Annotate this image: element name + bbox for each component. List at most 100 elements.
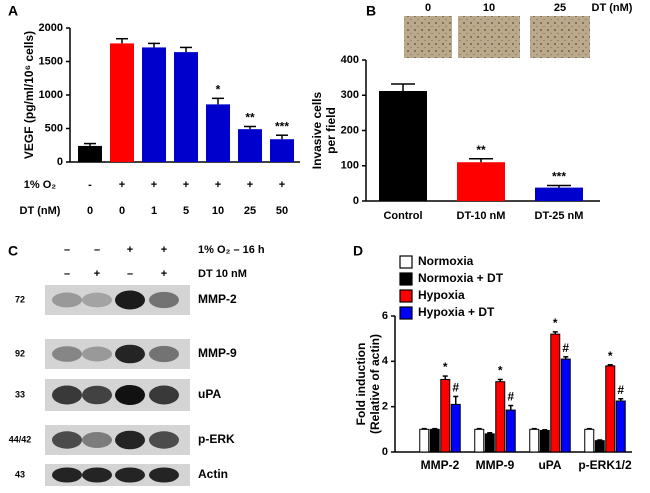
legend-label: Normoxia [418,254,474,268]
protein-name: uPA [198,387,221,401]
y-tick-label: 2 [382,401,388,413]
condition-value: + [127,244,133,256]
bar [457,162,505,201]
significance-label: * [443,360,448,374]
bar [110,43,134,162]
y-tick-label: 0 [353,195,359,207]
legend-swatch [399,306,413,320]
significance-label: ** [245,111,255,125]
legend-swatch [399,255,413,269]
molecular-weight: 44/42 [9,434,32,444]
bar [484,433,495,453]
y-tick-label: 400 [341,54,359,66]
condition-value: 25 [244,205,256,217]
bar [594,440,605,453]
blot-band [115,467,145,483]
micrograph [530,16,590,58]
bar [539,429,550,453]
x-tick-label: MMP-9 [476,458,515,472]
condition-label: 1% O₂ [24,179,57,191]
blot-band [52,467,82,483]
panel-letter: B [366,3,376,19]
blot-band [52,385,82,405]
condition-label: DT (nM) [20,205,61,217]
legend-label: Normoxia + DT [418,271,504,285]
condition-value: – [64,244,70,256]
blot-band [82,385,112,405]
significance-label: * [553,316,558,330]
significance-label: * [216,83,221,97]
blot-band [82,292,112,308]
condition-value: - [88,179,92,191]
y-axis-label: Invasive cells [310,91,324,169]
molecular-weight: 33 [15,389,25,399]
blot-band [149,431,179,449]
x-tick-label: uPA [538,458,561,472]
bar [270,139,294,162]
condition-value: + [119,179,125,191]
condition-value: + [94,268,100,280]
y-tick-label: 300 [341,89,359,101]
bar [379,91,427,201]
bar [429,428,440,453]
panel-letter: D [353,243,363,259]
image-title: DT (nM) [592,2,633,14]
bar [505,409,516,453]
bar [450,403,461,453]
blot-band [52,346,82,362]
condition-value: 5 [183,205,189,217]
blot-band [115,290,145,310]
bar [174,52,198,163]
condition-value: 1 [151,205,157,217]
blot-band [149,291,179,309]
condition-value: + [247,179,253,191]
condition-label: 1% O₂ – 16 h [198,244,265,256]
x-tick-label: DT-10 nM [457,210,506,222]
bar [440,378,451,453]
y-tick-label: 500 [45,122,63,134]
bar [605,365,616,453]
legend-label: Hypoxia [418,288,465,302]
blot-band [115,344,145,364]
molecular-weight: 43 [15,469,25,479]
condition-value: + [161,244,167,256]
significance-label: # [507,390,514,404]
significance-label: * [498,364,503,378]
micrograph [458,16,520,58]
x-tick-label: Control [383,210,422,222]
y-tick-label: 1500 [39,55,63,67]
molecular-weight: 72 [15,294,25,304]
condition-value: – [127,268,133,280]
significance-label: *** [275,119,289,133]
condition-value: 50 [276,205,288,217]
y-axis-label: per field [324,107,338,154]
x-tick-label: p-ERK1/2 [578,458,632,472]
micrograph [404,16,452,58]
y-axis-label: Fold induction [354,343,368,426]
bar [238,129,262,162]
panel-letter: C [8,243,18,259]
bar [560,358,571,453]
condition-label: DT 10 nM [198,268,247,280]
bar [615,400,626,453]
bar [78,145,102,162]
image-label: 25 [554,2,566,14]
blot-band [52,431,82,449]
y-tick-label: 100 [341,160,359,172]
y-tick-label: 0 [57,156,63,168]
image-label: 10 [483,2,495,14]
condition-value: – [64,268,70,280]
y-tick-label: 200 [341,124,359,136]
blot-band [149,345,179,363]
bar [495,381,506,453]
y-axis-label: (Relative of actin) [368,334,382,434]
blot-band [52,292,82,308]
y-tick-label: 4 [382,355,389,367]
x-tick-label: MMP-2 [421,458,460,472]
significance-label: # [617,383,624,397]
blot-band [115,430,145,450]
condition-value: + [161,268,167,280]
bar [474,428,485,453]
bar [419,428,430,453]
